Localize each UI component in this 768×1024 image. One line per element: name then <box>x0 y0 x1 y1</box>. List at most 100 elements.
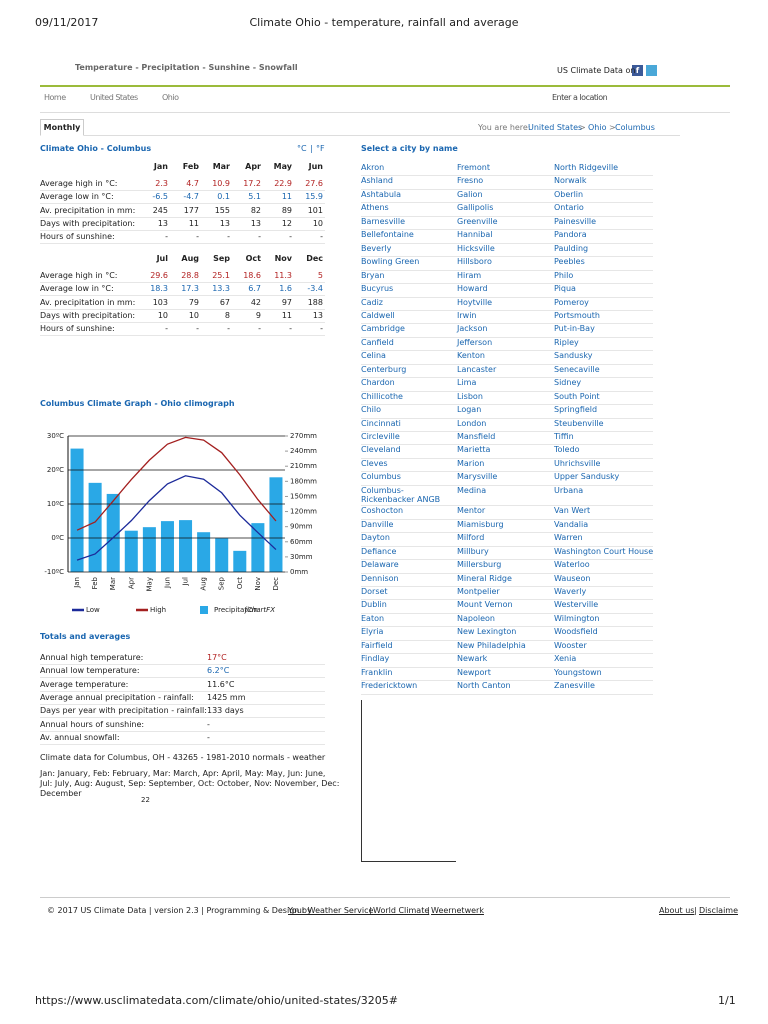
city-link[interactable]: Circleville <box>361 432 400 441</box>
city-link[interactable]: Galion <box>457 189 483 199</box>
city-link[interactable]: Youngstown <box>554 667 602 677</box>
city-link[interactable]: Portsmouth <box>554 310 600 320</box>
city-link[interactable]: Warren <box>554 533 583 543</box>
city-link[interactable]: Athens <box>361 203 389 213</box>
city-link[interactable]: Wooster <box>554 640 587 650</box>
menu-item[interactable]: Home <box>44 93 66 102</box>
city-link[interactable]: Hiram <box>457 270 482 280</box>
city-link[interactable]: Mount Vernon <box>457 600 513 610</box>
city-link[interactable]: Marysville <box>457 472 498 482</box>
city-link[interactable]: Oberlin <box>554 189 584 199</box>
city-link[interactable]: Urbana <box>554 485 584 495</box>
city-link[interactable]: Hillsboro <box>457 257 492 267</box>
city-link[interactable]: New Philadelphia <box>457 640 526 650</box>
city-link[interactable]: Chilo <box>361 405 381 415</box>
city-link[interactable]: Bowling Green <box>361 257 420 267</box>
city-link[interactable]: Steubenville <box>554 418 604 428</box>
city-link[interactable]: Columbus <box>361 472 401 482</box>
city-link[interactable]: Toledo <box>554 445 580 455</box>
city-link[interactable]: Zanesville <box>554 681 595 691</box>
city-link[interactable]: Pandora <box>554 230 587 240</box>
city-link[interactable]: Washington Court House <box>554 546 654 556</box>
city-link[interactable]: Ashland <box>361 176 393 186</box>
breadcrumb-link[interactable]: Ohio <box>588 123 607 132</box>
city-link[interactable]: Uhrichsville <box>554 458 601 468</box>
city-link[interactable]: Cleves <box>361 458 388 468</box>
city-link[interactable]: Marion <box>457 458 485 468</box>
city-link[interactable]: Jackson <box>457 324 488 334</box>
city-link[interactable]: Newport <box>457 667 491 677</box>
city-link[interactable]: Lima <box>457 378 477 388</box>
city-link[interactable]: Peebles <box>554 257 585 267</box>
city-link[interactable]: Dayton <box>361 533 390 543</box>
city-link[interactable]: Millbury <box>457 546 489 556</box>
city-link[interactable]: Coshocton <box>361 506 404 516</box>
city-link[interactable]: Fredericktown <box>361 681 418 691</box>
city-link[interactable]: Hoytville <box>457 297 493 307</box>
city-link[interactable]: Beverly <box>361 243 392 253</box>
city-link[interactable]: Greenville <box>457 216 498 226</box>
city-link[interactable]: Bellefontaine <box>361 230 414 240</box>
city-link[interactable]: Westerville <box>554 600 599 610</box>
twitter-icon[interactable] <box>646 65 657 76</box>
city-link[interactable]: Philo <box>554 270 574 280</box>
city-link[interactable]: Gallipolis <box>457 203 494 213</box>
city-link[interactable]: Montpelier <box>457 586 500 596</box>
city-link[interactable]: Springfield <box>554 405 598 415</box>
city-link[interactable]: North Canton <box>457 681 511 691</box>
city-link[interactable]: Fremont <box>457 163 490 172</box>
city-link[interactable]: Hannibal <box>457 230 493 240</box>
city-link[interactable]: Irwin <box>457 310 477 320</box>
city-link[interactable]: Caldwell <box>361 310 395 320</box>
city-link[interactable]: Ashtabula <box>361 189 402 199</box>
location-input[interactable]: Enter a location <box>552 93 608 102</box>
city-link[interactable]: Lancaster <box>457 364 497 374</box>
city-link[interactable]: Wilmington <box>554 613 600 623</box>
footer-link[interactable]: Your Weather Service <box>288 906 374 915</box>
city-link[interactable]: Cadiz <box>361 297 383 307</box>
city-link[interactable]: Tiffin <box>554 432 574 441</box>
city-link[interactable]: Elyria <box>361 627 384 637</box>
city-link[interactable]: Defiance <box>361 546 397 556</box>
city-link[interactable]: Mentor <box>457 506 486 516</box>
city-link[interactable]: Milford <box>457 533 485 543</box>
city-link[interactable]: London <box>457 418 487 428</box>
city-link[interactable]: Ontario <box>554 203 584 213</box>
city-link[interactable]: Barnesville <box>361 216 406 226</box>
city-link[interactable]: Waterloo <box>554 560 590 570</box>
city-link[interactable]: Mineral Ridge <box>457 573 512 583</box>
city-link[interactable]: Franklin <box>361 667 393 677</box>
city-link[interactable]: Sidney <box>554 378 582 388</box>
breadcrumb-link[interactable]: United States <box>528 123 583 132</box>
menu-item[interactable]: Ohio <box>162 93 179 102</box>
city-link[interactable]: Danville <box>361 519 394 529</box>
unit-fahrenheit[interactable]: °F <box>316 144 325 153</box>
city-link[interactable]: Paulding <box>554 243 589 253</box>
city-link[interactable]: Findlay <box>361 654 390 664</box>
footer-link[interactable]: World Climate <box>373 906 430 915</box>
city-link[interactable]: Wauseon <box>554 573 591 583</box>
city-link[interactable]: Dublin <box>361 600 387 610</box>
city-link[interactable]: Marietta <box>457 445 491 455</box>
city-link[interactable]: Hicksville <box>457 243 495 253</box>
city-link[interactable]: Put-in-Bay <box>554 324 595 334</box>
city-link[interactable]: Cincinnati <box>361 418 401 428</box>
city-link[interactable]: Canfield <box>361 337 394 347</box>
city-link[interactable]: Columbus-Rickenbacker ANGB <box>361 485 441 504</box>
city-link[interactable]: Piqua <box>554 284 576 294</box>
city-link[interactable]: Cleveland <box>361 445 401 455</box>
city-link[interactable]: Norwalk <box>554 176 587 186</box>
city-link[interactable]: Kenton <box>457 351 485 361</box>
city-link[interactable]: Xenia <box>554 654 577 664</box>
city-link[interactable]: Akron <box>361 163 385 172</box>
city-link[interactable]: Dennison <box>361 573 399 583</box>
footer-right-link[interactable]: Disclaime <box>699 906 739 915</box>
city-link[interactable]: Howard <box>457 284 488 294</box>
city-link[interactable]: Van Wert <box>554 506 591 516</box>
city-link[interactable]: Painesville <box>554 216 597 226</box>
city-link[interactable]: Jefferson <box>457 337 493 347</box>
city-link[interactable]: Millersburg <box>457 560 502 570</box>
city-link[interactable]: Sandusky <box>554 351 593 361</box>
city-link[interactable]: Miamisburg <box>457 519 504 529</box>
footer-link[interactable]: Weernetwerk <box>431 906 484 915</box>
